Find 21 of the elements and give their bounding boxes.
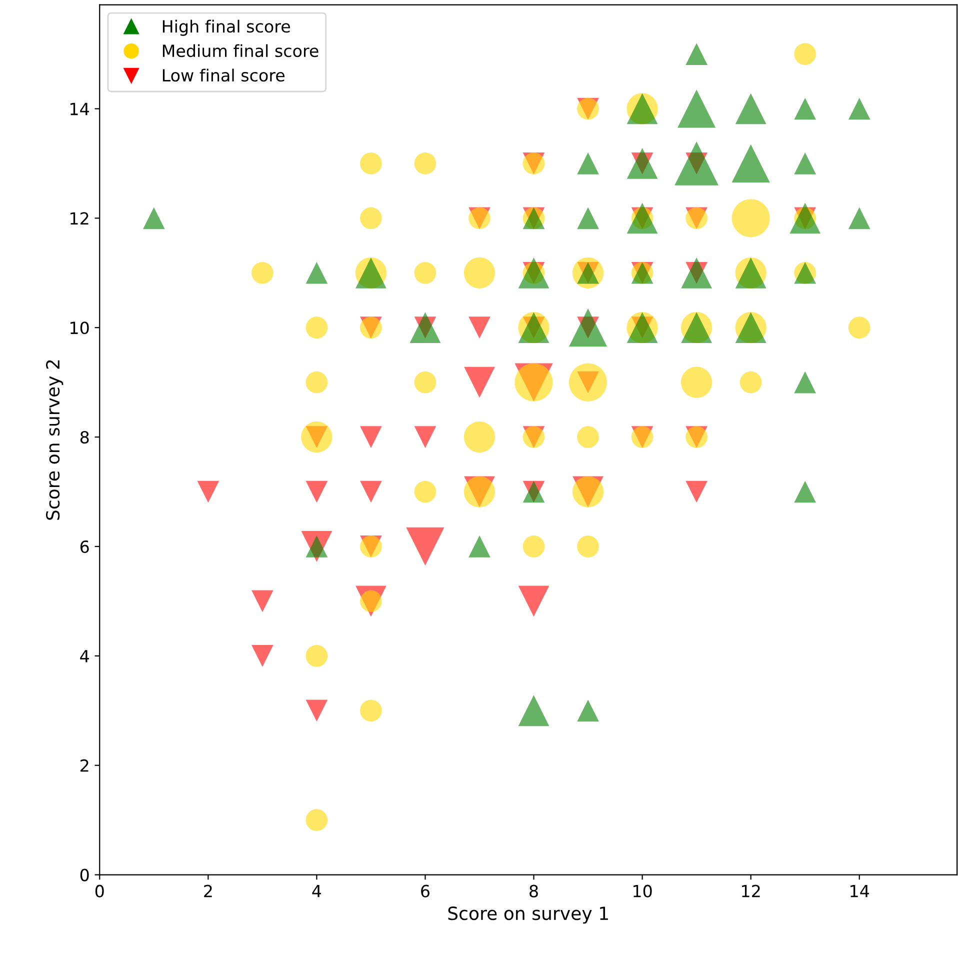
y-tick-label: 14 — [70, 102, 89, 116]
legend-label: High final score — [162, 20, 290, 36]
y-tick-label: 10 — [70, 322, 89, 334]
y-tick-label: 12 — [70, 212, 88, 225]
x-tick-label: 10 — [634, 884, 652, 898]
legend-label: Medium final score — [162, 44, 318, 58]
y-axis-title: Score on survey 2 — [46, 360, 64, 520]
x-tick-label: 6 — [421, 884, 430, 898]
x-tick-label: 12 — [742, 884, 760, 898]
x-tick-label: 0 — [95, 884, 104, 898]
x-tick-label: 2 — [204, 884, 212, 898]
y-tick-label: 0 — [80, 868, 89, 882]
y-tick-label: 2 — [80, 759, 88, 772]
legend-label: Low final score — [162, 68, 285, 82]
y-tick-label: 4 — [80, 650, 89, 662]
y-tick-label: 6 — [80, 540, 89, 554]
y-tick-label: 8 — [80, 431, 89, 444]
x-axis-title: Score on survey 1 — [448, 906, 608, 924]
x-tick-label: 14 — [850, 885, 870, 898]
x-tick-label: 4 — [312, 885, 322, 898]
x-tick-label: 8 — [530, 884, 538, 898]
